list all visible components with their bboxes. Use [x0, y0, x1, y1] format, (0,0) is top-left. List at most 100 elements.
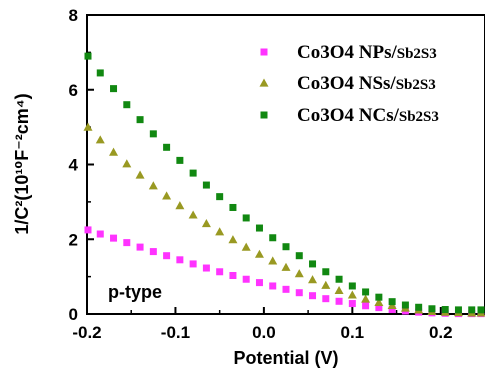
data-point [348, 300, 356, 308]
data-point [123, 239, 131, 247]
data-point [415, 303, 423, 311]
data-point [163, 143, 171, 151]
data-point [175, 201, 185, 210]
data-point [228, 235, 238, 244]
data-point [136, 116, 144, 124]
series-0 [84, 226, 485, 318]
data-point [362, 288, 370, 296]
data-point [109, 147, 119, 156]
data-point [135, 170, 145, 179]
legend-label: Co3O4 NPs/Sb2S3 [297, 42, 437, 63]
data-point [388, 306, 396, 314]
data-point [242, 214, 250, 222]
y-tick-label: 2 [69, 230, 78, 249]
data-point [215, 227, 225, 236]
data-point [202, 264, 210, 272]
series-2 [84, 52, 485, 314]
data-point [189, 260, 197, 268]
data-point [216, 193, 224, 201]
y-tick-label: 6 [69, 81, 78, 100]
data-point [216, 268, 224, 276]
y-axis-title: 1/C²(10¹⁰F⁻²cm⁴) [12, 93, 32, 234]
data-point [268, 256, 278, 265]
data-point [309, 292, 317, 300]
data-point [84, 226, 92, 234]
data-point [308, 275, 318, 284]
data-point [269, 282, 277, 290]
data-points [83, 52, 485, 318]
data-point [96, 69, 104, 77]
data-point [295, 252, 303, 260]
legend: Co3O4 NPs/Sb2S3 Co3O4 NSs/Sb2S3 Co3O4 NCs/… [259, 42, 439, 126]
data-point [149, 248, 157, 256]
y-tick-label: 0 [69, 305, 78, 324]
legend-marker [260, 111, 268, 119]
data-point [269, 234, 277, 242]
data-point [294, 269, 304, 278]
data-point [123, 101, 131, 109]
data-point [321, 280, 331, 289]
x-tick-label: 0.2 [429, 323, 453, 342]
x-axis-title: Potential (V) [233, 348, 338, 368]
data-point [295, 289, 303, 297]
legend-label-sub: Sb2S3 [397, 46, 437, 62]
data-point [361, 294, 371, 303]
data-point [255, 279, 263, 287]
data-point [110, 85, 118, 93]
data-point [441, 306, 449, 314]
data-point [96, 230, 104, 238]
data-point [189, 169, 197, 177]
data-point [176, 156, 184, 164]
y-tick-label: 4 [69, 156, 79, 175]
data-point [362, 302, 370, 310]
annotation-p-type: p-type [108, 282, 162, 302]
data-point [188, 210, 198, 219]
data-point [229, 272, 237, 280]
data-point [401, 301, 409, 309]
data-point [388, 298, 396, 306]
data-point [322, 295, 330, 303]
legend-marker [259, 78, 269, 87]
series-1 [83, 122, 485, 317]
data-point [148, 181, 158, 190]
data-point [83, 122, 93, 131]
data-point [84, 52, 92, 60]
data-point [282, 285, 290, 293]
data-point [176, 256, 184, 264]
data-point [468, 306, 476, 314]
data-point [162, 191, 172, 200]
x-tick-label: 0.0 [252, 323, 276, 342]
legend-label: Co3O4 NSs/Sb2S3 [297, 73, 436, 94]
data-point [122, 159, 132, 168]
data-point [374, 297, 384, 307]
data-point [201, 219, 211, 228]
data-point [428, 305, 436, 313]
data-point [149, 130, 157, 138]
axis-ticks: -0.2 -0.1 0.0 0.1 0.2 0 2 4 6 8 [69, 6, 453, 342]
data-point [334, 285, 344, 295]
data-point [281, 262, 291, 271]
data-point [95, 135, 105, 144]
data-point [229, 203, 237, 211]
data-point [335, 297, 343, 305]
legend-marker [260, 48, 268, 56]
data-point [375, 304, 383, 312]
data-point [347, 290, 357, 299]
data-point [110, 234, 118, 242]
legend-label-main: Co3O4 NCs/ [297, 105, 400, 126]
legend-label-main: Co3O4 NSs/ [297, 73, 396, 94]
data-point [335, 275, 343, 283]
x-tick-label: 0.1 [341, 323, 365, 342]
data-point [375, 293, 383, 301]
data-point [309, 260, 317, 268]
data-point [282, 243, 290, 251]
data-point [163, 252, 171, 260]
data-point [477, 306, 485, 314]
data-point [348, 282, 356, 290]
data-point [136, 243, 144, 251]
data-point [241, 242, 251, 251]
data-point [454, 306, 462, 314]
data-point [322, 268, 330, 276]
y-tick-label: 8 [69, 6, 78, 25]
